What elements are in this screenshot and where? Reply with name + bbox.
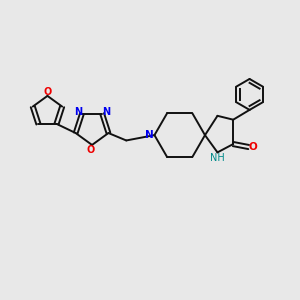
- Text: O: O: [43, 87, 52, 97]
- Text: N: N: [102, 107, 110, 117]
- Text: N: N: [145, 130, 154, 140]
- Text: N: N: [74, 107, 82, 117]
- Text: O: O: [86, 145, 95, 155]
- Text: NH: NH: [210, 153, 225, 163]
- Text: O: O: [248, 142, 257, 152]
